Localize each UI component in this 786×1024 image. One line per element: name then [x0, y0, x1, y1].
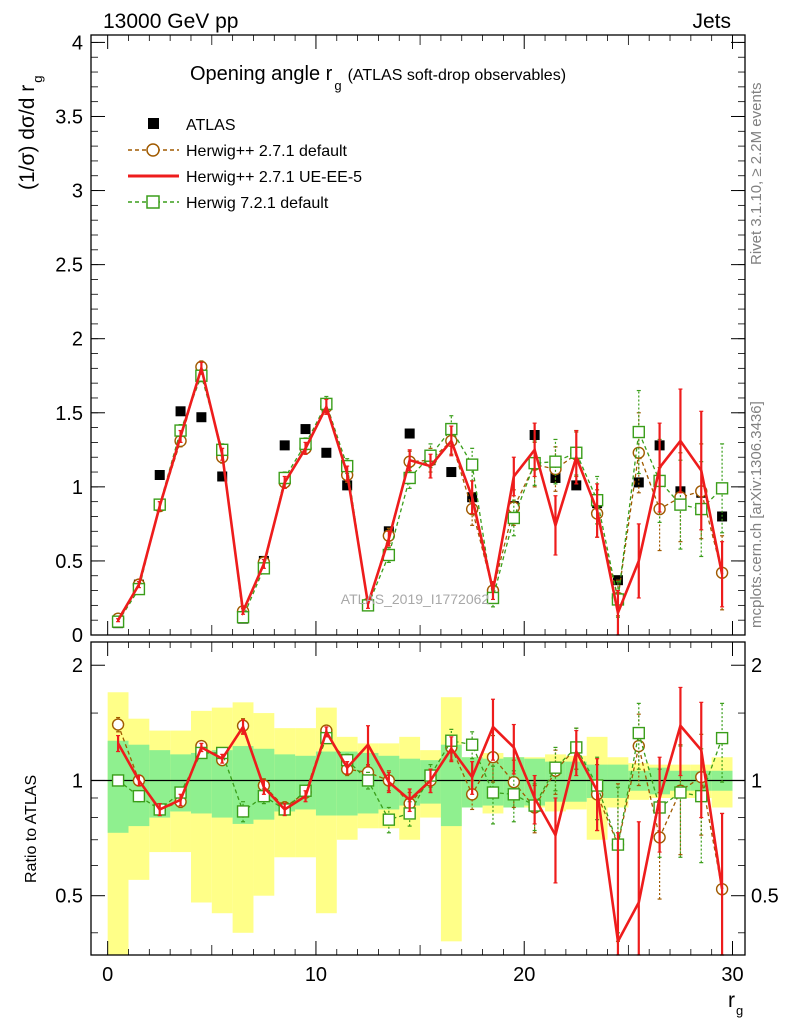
main-h7-default-point: [632, 425, 645, 439]
ratio-h7-default-point: [486, 786, 500, 799]
uncertainty-bands: [91, 692, 745, 955]
atlas-point: [175, 406, 186, 417]
ratio-band-inner-bin: [211, 750, 233, 818]
main-ytick-label: 3.5: [55, 106, 83, 128]
main-ylabel: (1/σ) dσ/d r g: [16, 75, 45, 190]
main-hpp_ueee5-line: [116, 363, 724, 621]
main-frame: [90, 34, 746, 636]
main-ytick-label: 4: [72, 32, 83, 54]
header-right: Jets: [692, 10, 731, 33]
atlas-point: [196, 412, 207, 423]
ratio-ytick-label-left: 2: [72, 655, 83, 677]
ratio-h7-default-point: [236, 805, 250, 818]
ratio-band-inner-bin: [107, 740, 129, 833]
atlas-point: [300, 424, 311, 435]
atlas-point: [321, 447, 332, 458]
legend-label-hpp-default: Herwig++ 2.7.1 default: [186, 143, 348, 160]
ratio-hpp-default-point: [507, 775, 521, 789]
main-ylabel-text: (1/σ) dσ/d r: [16, 85, 39, 190]
main-ytick-label: 1.5: [55, 403, 83, 425]
main-panel-marks: [111, 360, 729, 636]
ratio-h7-default-point: [465, 738, 479, 751]
panel-frames: [90, 34, 746, 956]
main-h7-default-point: [549, 455, 562, 468]
atlas-point: [571, 480, 582, 491]
legend-label-atlas: ATLAS: [186, 117, 236, 134]
ratio-band-inner-bin: [232, 746, 254, 824]
ratio-h7-default-point: [632, 726, 645, 740]
header-left: 13000 GeV pp: [103, 10, 238, 33]
main-ytick-label: 0.5: [55, 551, 83, 573]
atlas-point: [633, 477, 644, 488]
main-ytick-label: 0: [72, 625, 83, 647]
watermark: ATLAS_2019_I1772062: [341, 591, 490, 607]
ratio-band-inner-bin: [607, 764, 629, 798]
ratio-xtick-label: 0: [102, 964, 113, 986]
atlas-point: [279, 440, 290, 451]
plot-title: Opening angle rg (ATLAS soft-drop observa…: [190, 63, 566, 93]
ratio-xlabel-sub: g: [736, 1003, 743, 1018]
ratio-h7-default-point: [111, 774, 125, 787]
legend-label-h7-default: Herwig 7.2.1 default: [186, 195, 329, 212]
legend-entry-hpp-default: Herwig++ 2.7.1 default: [128, 143, 348, 160]
legend: ATLAS Herwig++ 2.7.1 default Herwig++ 2.…: [128, 117, 362, 212]
plot-title-sub: g: [334, 78, 341, 93]
main-ytick-label: 3: [72, 181, 83, 203]
ratio-ylabel: Ratio to ATLAS: [23, 775, 40, 883]
ratio-h7-default-point: [132, 789, 146, 803]
main-ytick-label: 1: [72, 477, 83, 499]
atlas-point: [154, 470, 165, 480]
ratio-h7-default-point: [382, 813, 396, 826]
legend-label-hpp-ueee5: Herwig++ 2.7.1 UE-EE-5: [186, 169, 362, 186]
ratio-h7-default-point: [549, 761, 562, 774]
legend-swatch-hpp-default-marker: [146, 143, 160, 157]
legend-swatch-atlas: [148, 118, 159, 129]
rivet-label: Rivet 3.1.10, ≥ 2.2M events: [748, 83, 765, 266]
atlas-point: [342, 480, 353, 491]
ratio-h7-default-point: [715, 731, 729, 745]
ratio-frame: [90, 641, 746, 956]
ratio-band-inner-bin: [274, 754, 296, 812]
plot-title-main: Opening angle r: [190, 63, 333, 85]
ratio-ytick-label-right: 1: [751, 770, 762, 792]
ratio-xtick-label: 20: [513, 964, 535, 986]
main-h7-default-point: [715, 482, 729, 495]
ratio-ytick-label-left: 1: [72, 770, 83, 792]
mcplots-label: mcplots.cern.ch [arXiv:1306.3436]: [748, 401, 765, 628]
main-ylabel-sub: g: [30, 75, 45, 82]
ratio-hpp-default-point: [111, 718, 125, 731]
ratio-ytick-label-left: 0.5: [55, 886, 83, 908]
ratio-h7_default-line: [117, 732, 723, 848]
atlas-point: [217, 471, 228, 482]
ratio-xlabel: rg: [728, 989, 743, 1018]
ratio-xtick-label: 10: [305, 964, 327, 986]
ratio-xtick-label: 30: [721, 964, 743, 986]
atlas-point: [404, 428, 415, 439]
main-h7-default-point: [465, 458, 479, 471]
legend-entry-atlas: ATLAS: [148, 117, 236, 134]
ratio-h7-default-point: [674, 786, 687, 799]
axes-ticks: 0 0.5 1 1.5 2 2.5 3 3.5 4 0 10 20 30 0.5 0.5 1 1 2 2: [55, 32, 779, 986]
main-ytick-label: 2: [72, 329, 83, 351]
main-ytick-label: 2.5: [55, 255, 83, 277]
ratio-ytick-label-right: 0.5: [751, 886, 779, 908]
legend-swatch-h7-default-marker: [146, 195, 160, 209]
main-h7_default-line: [117, 373, 723, 623]
main-h7-default-point: [674, 498, 687, 511]
ratio-panel-marks: [111, 686, 729, 956]
ratio-hpp_ueee5-line: [116, 723, 724, 946]
ratio-band-inner-bin: [440, 744, 462, 827]
ratio-band-inner-bin: [190, 752, 212, 814]
ratio-h7-default-point: [361, 774, 375, 787]
atlas-point: [446, 467, 457, 478]
ratio-ytick-label-right: 2: [751, 655, 762, 677]
ratio-h7-default-point: [507, 788, 521, 801]
legend-entry-hpp-ueee5: Herwig++ 2.7.1 UE-EE-5: [128, 169, 362, 186]
main-h7-default-point: [507, 511, 521, 525]
ratio-xlabel-text: r: [728, 989, 735, 1012]
plot-title-tail: (ATLAS soft-drop observables): [348, 67, 566, 84]
legend-entry-h7-default: Herwig 7.2.1 default: [128, 195, 329, 212]
ratio-band-inner-bin: [315, 751, 337, 816]
